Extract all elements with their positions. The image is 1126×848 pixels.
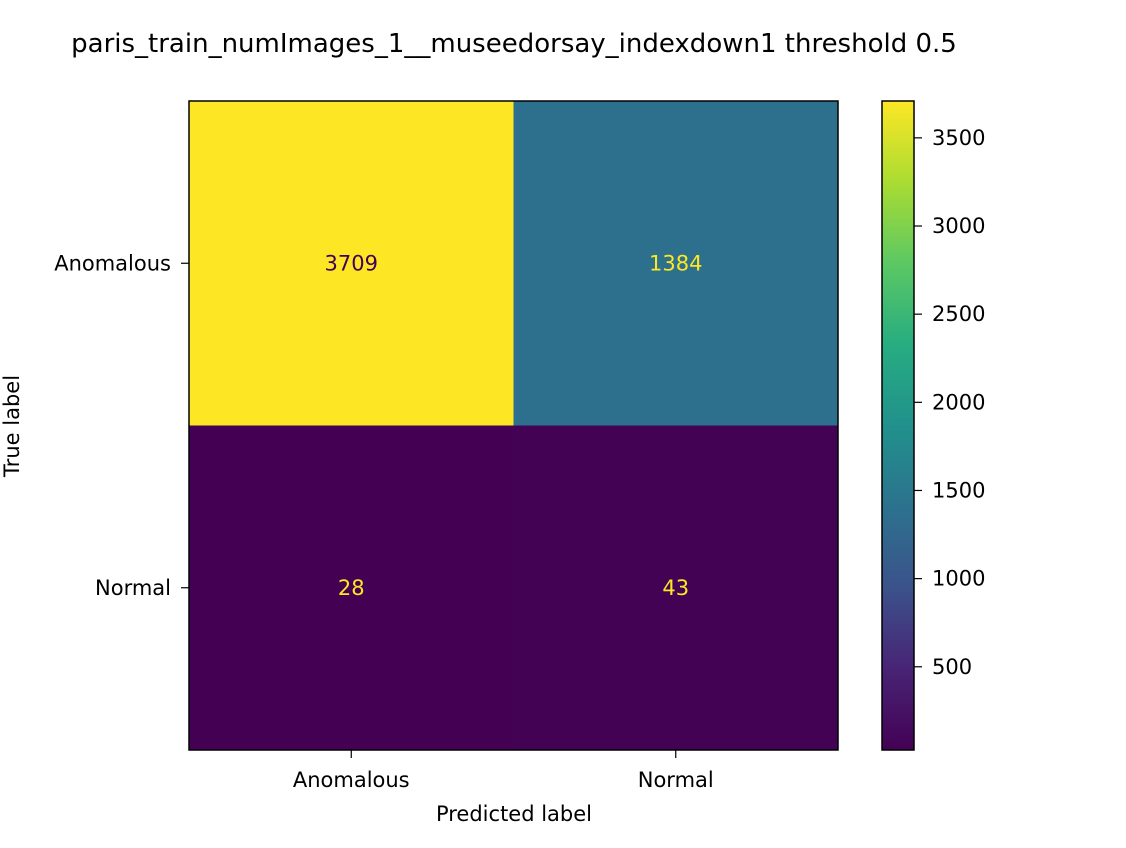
x-tick-label: Anomalous (293, 768, 410, 792)
cell-value-labels: 3709 1384 28 43 (325, 251, 703, 600)
x-axis-ticks: Anomalous Normal (293, 750, 714, 792)
colorbar-tick-label: 500 (932, 655, 972, 679)
colorbar-tick-label: 2000 (932, 390, 985, 414)
colorbar-tick-label: 3000 (932, 214, 985, 238)
colorbar (881, 100, 915, 751)
y-axis-ticks: Anomalous Normal (54, 251, 189, 600)
x-axis-label: Predicted label (436, 802, 592, 826)
heatmap-cell (513, 101, 839, 426)
heatmap-cells (189, 101, 839, 751)
colorbar-tick-label: 1500 (932, 478, 985, 502)
heatmap-cell (513, 425, 839, 751)
y-tick-label: Normal (95, 576, 171, 600)
colorbar-ticks: 500 1000 1500 2000 2500 3000 3500 (914, 126, 985, 679)
plot-frame (188, 100, 839, 751)
cell-value-label: 1384 (649, 251, 702, 275)
colorbar-tick-label: 1000 (932, 567, 985, 591)
y-tick-label: Anomalous (54, 251, 171, 275)
cell-value-label: 28 (338, 576, 365, 600)
colorbar-tick-label: 2500 (932, 302, 985, 326)
cell-value-label: 3709 (325, 251, 378, 275)
heatmap-cell (189, 101, 514, 426)
heatmap-cell (189, 425, 514, 751)
cell-value-label: 43 (662, 576, 689, 600)
x-tick-label: Normal (638, 768, 714, 792)
y-axis-label: True label (0, 375, 24, 478)
chart-title: paris_train_numImages_1__museedorsay_ind… (71, 29, 957, 59)
colorbar-tick-label: 3500 (932, 126, 985, 150)
